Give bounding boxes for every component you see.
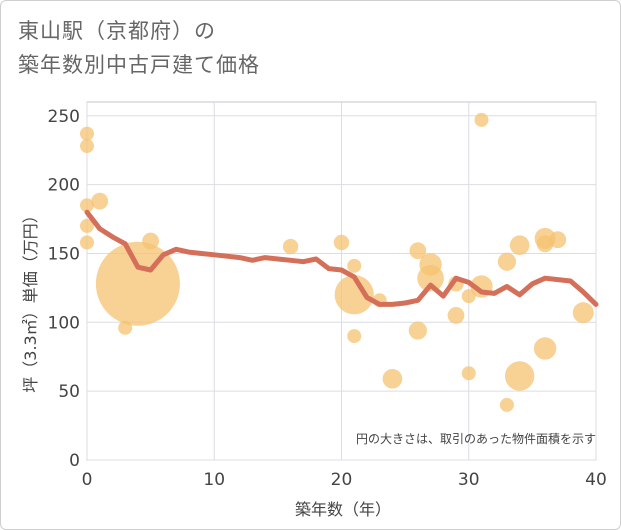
scatter-point [91,192,109,210]
scatter-point [347,258,362,273]
tick-labels: 0 50 100 150 200 250 0 10 20 30 40 [48,107,607,490]
y-tick-label: 50 [58,382,80,402]
average-line [84,209,599,307]
scatter-point [461,366,476,381]
x-axis-label: 築年数（年） [295,500,391,519]
scatter-point [509,235,530,255]
y-tick-label: 150 [48,244,80,264]
scatter-point [142,232,160,250]
scatter-point [549,231,567,249]
x-tick-label: 40 [585,470,607,490]
x-tick-label: 10 [203,470,225,490]
scatter-point [474,112,489,127]
grid-lines [86,101,597,461]
scatter-point [80,218,94,233]
scatter-point [408,321,427,340]
series-line [84,209,599,307]
scatter-point [334,275,374,315]
scatter-point [497,252,517,271]
y-axis-label: 坪（3.3㎡）単価（万円） [21,207,40,392]
y-tick-label: 100 [48,313,80,333]
scatter-point [333,234,350,251]
chart-title-line1: 東山駅（京都府）の [18,19,216,43]
scatter-point [447,307,465,324]
scatter-point [499,397,514,412]
scatter-point [80,198,94,213]
scatter-point [80,235,94,250]
scatter-point [572,302,594,324]
scatter-point [533,337,557,360]
scatter-point [347,329,362,344]
scatter-point [80,139,94,154]
x-tick-label: 20 [331,470,353,490]
scatter-bubbles [80,112,594,412]
scatter-point [536,235,554,253]
x-tick-label: 30 [458,470,480,490]
scatter-point [382,368,403,389]
scatter-point [504,361,535,391]
chart-title-line2: 築年数別中古戸建て価格 [18,53,260,77]
x-tick-label: 0 [82,470,93,490]
scatter-point [80,126,94,141]
chart-title: 東山駅（京都府）の 築年数別中古戸建て価格 [18,14,260,82]
y-tick-label: 200 [48,176,80,196]
bubble-size-note: 円の大きさは、取引のあった物件面積を示す [356,431,596,446]
scatter-point [282,238,299,255]
scatter-point [417,264,444,292]
y-tick-label: 250 [48,107,80,127]
y-tick-label: 0 [69,451,80,471]
scatter-point [409,242,427,260]
